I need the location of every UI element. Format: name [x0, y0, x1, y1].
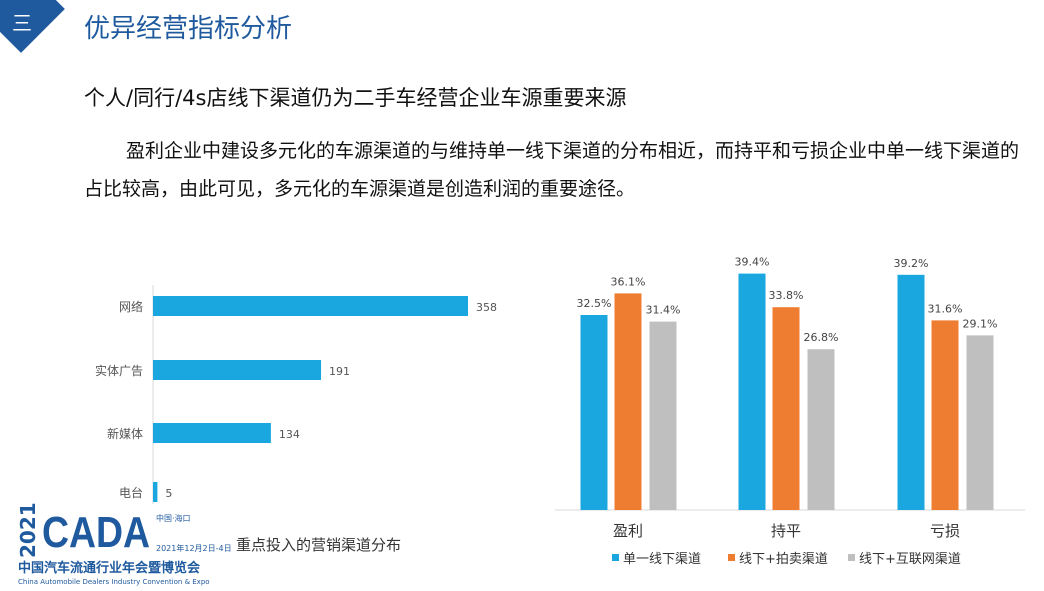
data-label: 26.8%	[804, 331, 839, 344]
data-label: 36.1%	[611, 275, 646, 288]
category-label: 持平	[771, 522, 801, 540]
bar	[966, 335, 994, 510]
section-number: 三	[12, 11, 32, 35]
bar	[153, 423, 271, 443]
legend-swatch	[612, 554, 619, 561]
category-label: 实体广告	[95, 363, 143, 378]
category-label: 盈利	[613, 522, 643, 540]
logo-year: 2021	[16, 502, 40, 558]
legend-label: 单一线下渠道	[623, 552, 701, 567]
data-label: 5	[165, 487, 172, 500]
legend-swatch	[728, 554, 735, 561]
category-label: 新媒体	[107, 426, 143, 441]
left-chart-title: 重点投入的营销渠道分布	[236, 536, 402, 554]
bar	[153, 296, 468, 316]
bar	[614, 293, 642, 510]
legend-label: 线下+拍卖渠道	[739, 552, 828, 567]
bar	[649, 321, 677, 510]
bar	[807, 349, 835, 510]
bar	[738, 273, 766, 510]
logo-en: China Automobile Dealers Industry Conven…	[18, 578, 210, 586]
bar	[580, 315, 608, 510]
data-label: 33.8%	[769, 289, 804, 302]
data-label: 134	[279, 428, 300, 441]
bar	[153, 482, 158, 502]
data-label: 39.4%	[735, 256, 770, 269]
bar	[897, 274, 925, 510]
data-label: 29.1%	[963, 317, 998, 330]
paragraph: 盈利企业中建设多元化的车源渠道的与维持单一线下渠道的分布相近，而持平和亏损企业中…	[84, 140, 1020, 200]
category-label: 网络	[119, 299, 143, 314]
bar	[931, 320, 959, 510]
legend-swatch	[848, 554, 855, 561]
category-label: 亏损	[930, 522, 960, 540]
logo-city: 中国·海口	[156, 514, 191, 523]
data-label: 358	[476, 301, 497, 314]
legend-label: 线下+互联网渠道	[859, 552, 961, 567]
logo-cn: 中国汽车流通行业年会暨博览会	[18, 561, 201, 576]
data-label: 32.5%	[577, 297, 612, 310]
data-label: 31.4%	[646, 304, 681, 317]
bar	[772, 307, 800, 510]
logo-name: CADA	[42, 508, 151, 557]
bar	[153, 360, 322, 380]
category-label: 电台	[119, 485, 143, 500]
data-label: 191	[329, 365, 350, 378]
data-label: 39.2%	[894, 257, 929, 270]
page-title: 优异经营指标分析	[84, 14, 293, 44]
logo-date: 2021年12月2日-4日	[156, 544, 232, 553]
subtitle: 个人/同行/4s店线下渠道仍为二手车经营企业车源重要来源	[84, 86, 627, 110]
data-label: 31.6%	[928, 302, 963, 315]
